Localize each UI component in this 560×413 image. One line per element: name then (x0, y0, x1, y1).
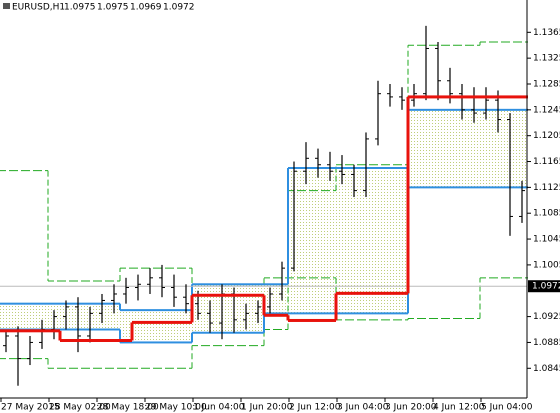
y-tick-label: 1.0845 (533, 364, 560, 374)
x-tick-label: 2 Jun 12:00 (289, 403, 341, 413)
zone-fill (24, 303, 36, 330)
x-tick-label: 3 Jun 04:00 (337, 403, 389, 413)
y-tick-label: 1.1285 (533, 79, 560, 89)
x-tick-label: 5 Jun 04:00 (481, 403, 533, 413)
zone-fill (0, 303, 12, 330)
plot-area (0, 0, 527, 398)
chart-title: EURUSD,H1 (12, 3, 65, 13)
y-tick-label: 1.1005 (533, 260, 560, 270)
y-tick-label: 1.1205 (533, 131, 560, 141)
quote-value: 1.0975 (97, 3, 129, 13)
y-tick-label: 1.1045 (533, 235, 560, 245)
zone-fill (432, 109, 444, 188)
quote-value: 1.0975 (64, 3, 96, 13)
x-tick-label: 28 May 02:00 (49, 403, 111, 413)
zone-fill (180, 310, 192, 343)
zone-fill (300, 167, 312, 314)
zone-fill (144, 310, 156, 343)
zone-fill (108, 303, 120, 330)
zone-fill (36, 303, 48, 330)
zone-fill (468, 109, 480, 188)
zone-fill (156, 310, 168, 343)
zone-fill (348, 167, 360, 314)
y-tick-label: 1.1245 (533, 105, 560, 115)
zone-fill (384, 167, 396, 314)
quote-value: 1.0972 (163, 3, 195, 13)
zone-fill (12, 303, 24, 330)
x-tick-label: 3 Jun 20:00 (385, 403, 437, 413)
zone-fill (480, 109, 492, 188)
zone-fill (492, 109, 504, 188)
x-tick-label: 28 May 18:00 (97, 403, 159, 413)
zone-fill (336, 167, 348, 314)
zone-fill (360, 167, 372, 314)
y-tick-label: 1.1085 (533, 209, 560, 219)
layers (0, 25, 528, 386)
x-tick-label: 4 Jun 12:00 (433, 403, 485, 413)
current-price-box (528, 280, 560, 293)
zone-fill (396, 167, 408, 314)
zone-fill (516, 109, 528, 188)
zone-fill (420, 109, 432, 188)
zone-fill (120, 310, 132, 343)
zone-fill (444, 109, 456, 188)
indicator-line (0, 95, 528, 342)
zone-fill (168, 310, 180, 343)
y-tick-label: 1.1365 (533, 28, 560, 38)
y-tick-label: 1.1325 (533, 54, 560, 64)
y-tick-label: 1.0885 (533, 338, 560, 348)
y-tick-label: 1.1125 (533, 183, 560, 193)
zone-fill (372, 167, 384, 314)
current-price-label: 1.0972 (532, 282, 560, 292)
x-tick-label: 29 May 10:00 (145, 403, 207, 413)
x-tick-label: 27 May 2015 (1, 403, 60, 413)
y-tick-label: 1.1165 (533, 157, 560, 167)
x-tick-label: 1 Jun 04:00 (193, 403, 245, 413)
zone-fill (132, 310, 144, 343)
zone-fill (408, 109, 420, 188)
zone-fill (324, 167, 336, 314)
zone-fill (456, 109, 468, 188)
zone-fill (312, 167, 324, 314)
quote-value: 1.0969 (130, 3, 162, 13)
symbol-icon (3, 3, 10, 9)
y-tick-label: 1.0925 (533, 312, 560, 322)
x-tick-label: 1 Jun 20:00 (241, 403, 293, 413)
